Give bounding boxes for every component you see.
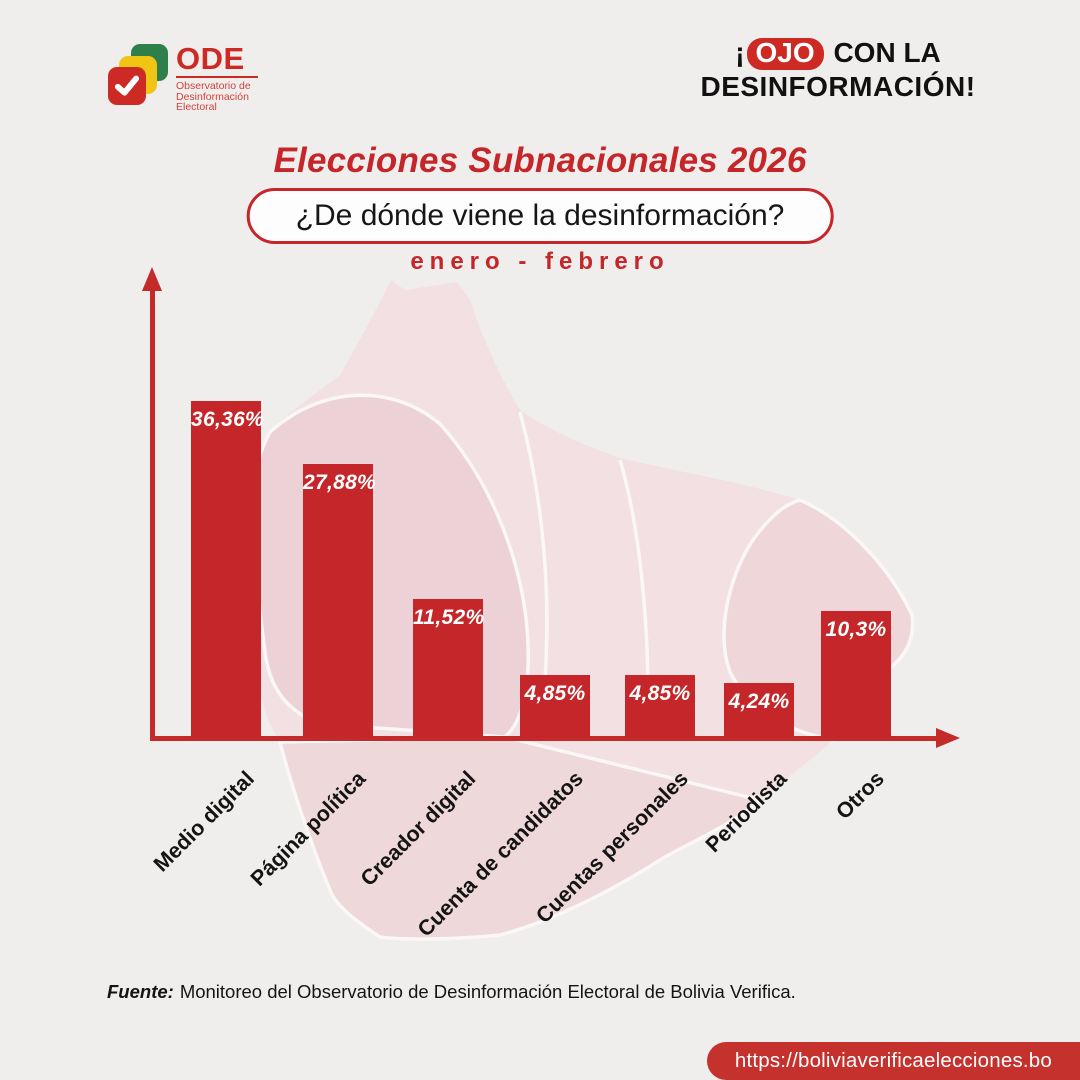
bar-otros: 10,3% [821,611,891,738]
bolivia-map-silhouette [242,280,915,941]
x-axis [150,736,938,741]
map-south-region [277,735,764,941]
website-badge[interactable]: https://boliviaverificaelecciones.bo [706,1042,1080,1080]
question-banner: ¿De dónde viene la desinformación? [246,188,834,244]
logo-checkbox-icon [108,42,170,108]
source-text: Monitoreo del Observatorio de Desinforma… [179,981,796,1002]
bar-periodista: 4,24% [724,683,794,738]
ode-logo: ODE Observatorio de Desinformación Elect… [108,42,258,113]
bar-creador-digital: 11,52% [413,599,485,738]
bar-value-label: 27,88% [303,471,377,494]
slogan-line-1: ¡ OJO CON LA [688,36,988,70]
question-text: ¿De dónde viene la desinformación? [295,199,785,232]
slogan-bang: ¡ [735,37,745,68]
source-note: Fuente: Monitoreo del Observatorio de Des… [107,981,796,1003]
bar-value-label: 10,3% [825,618,887,641]
logo-wordmark: ODE Observatorio de Desinformación Elect… [176,42,258,113]
bar-pagina-politica: 27,88% [303,464,377,738]
source-label: Fuente: [107,981,174,1002]
page-title: Elecciones Subnacionales 2026 [273,141,807,180]
bar-value-label: 11,52% [413,606,485,629]
y-axis [150,290,155,738]
bar-cuentas-personales: 4,85% [625,675,695,738]
bar-medio-digital: 36,36% [191,401,265,738]
logo-org-line: Electoral [176,101,217,113]
bar-value-label: 4,24% [728,690,790,713]
bar-value-label: 4,85% [524,682,586,705]
logo-divider [176,76,258,78]
bar-cuenta-de-candidatos: 4,85% [520,675,590,738]
check-icon [114,75,140,96]
logo-acronym: ODE [176,41,245,76]
period-label: enero - febrero [410,248,670,275]
ojo-highlight-pill: OJO [746,38,824,70]
bar-value-label: 4,85% [629,682,691,705]
y-axis-arrow-icon [142,267,162,291]
website-url: https://boliviaverificaelecciones.bo [734,1049,1052,1072]
slogan-line1-rest: CON LA [833,37,941,68]
logo-org-line: Observatorio de [176,80,251,92]
bar-value-label: 36,36% [191,408,265,431]
slogan-line-2: DESINFORMACIÓN! [700,71,976,102]
red-checkbox-icon [108,67,146,105]
logo-org-line: Desinformación [176,90,249,103]
x-axis-arrow-icon [936,728,960,748]
campaign-slogan: ¡ OJO CON LA DESINFORMACIÓN! [688,36,988,104]
logo-org-name: Observatorio de Desinformación Electoral [176,81,258,113]
